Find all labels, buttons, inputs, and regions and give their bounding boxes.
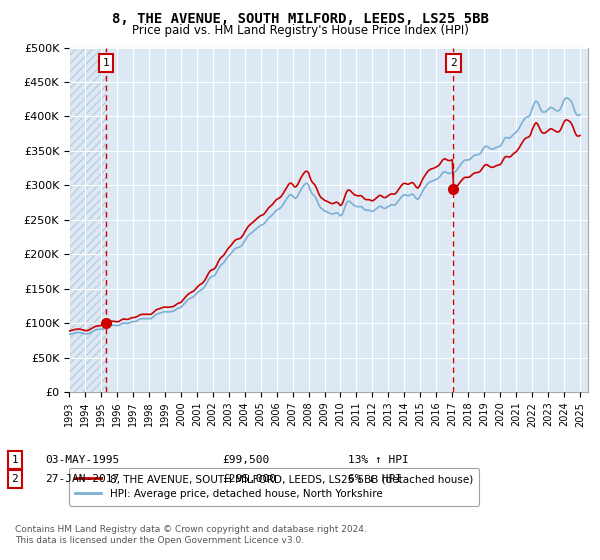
Bar bbox=[69, 48, 106, 392]
Text: 27-JAN-2017: 27-JAN-2017 bbox=[45, 474, 119, 484]
Text: Price paid vs. HM Land Registry's House Price Index (HPI): Price paid vs. HM Land Registry's House … bbox=[131, 24, 469, 36]
Text: Contains HM Land Registry data © Crown copyright and database right 2024.
This d: Contains HM Land Registry data © Crown c… bbox=[15, 525, 367, 545]
Text: 1: 1 bbox=[11, 455, 19, 465]
Text: 6% ↓ HPI: 6% ↓ HPI bbox=[348, 474, 402, 484]
Text: £99,500: £99,500 bbox=[222, 455, 269, 465]
Text: 03-MAY-1995: 03-MAY-1995 bbox=[45, 455, 119, 465]
Legend: 8, THE AVENUE, SOUTH MILFORD, LEEDS, LS25 5BB (detached house), HPI: Average pri: 8, THE AVENUE, SOUTH MILFORD, LEEDS, LS2… bbox=[69, 468, 479, 506]
Text: 1: 1 bbox=[103, 58, 110, 68]
Text: 8, THE AVENUE, SOUTH MILFORD, LEEDS, LS25 5BB: 8, THE AVENUE, SOUTH MILFORD, LEEDS, LS2… bbox=[112, 12, 488, 26]
Text: 2: 2 bbox=[450, 58, 457, 68]
Text: 13% ↑ HPI: 13% ↑ HPI bbox=[348, 455, 409, 465]
Text: 2: 2 bbox=[11, 474, 19, 484]
Text: £295,000: £295,000 bbox=[222, 474, 276, 484]
